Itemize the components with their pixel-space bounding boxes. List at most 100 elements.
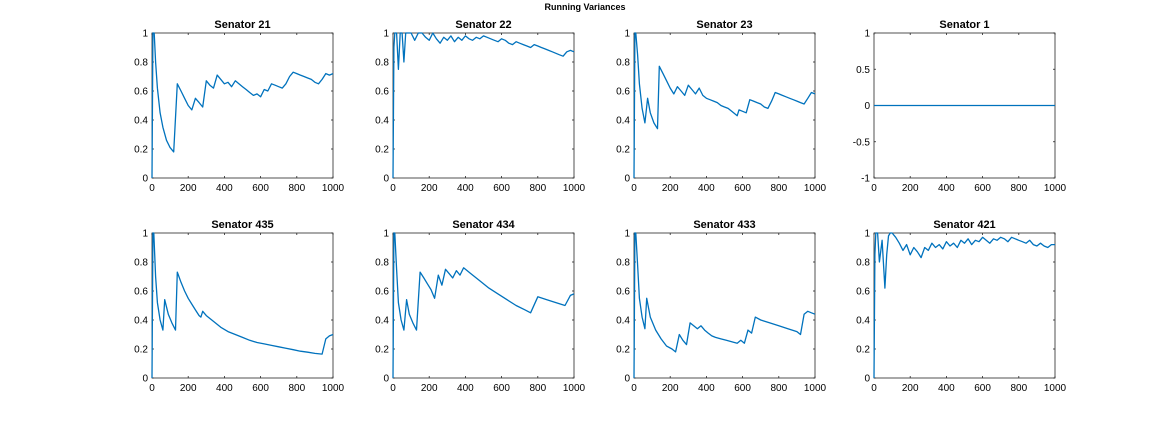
x-tick-label: 200 [180,183,197,194]
x-tick-label: 400 [457,183,474,194]
y-tick-label: 0 [864,374,870,385]
x-tick-label: 0 [871,383,877,394]
y-tick-label: 0.2 [134,145,148,156]
y-tick-label: 0.6 [616,287,630,298]
y-tick-label: 0 [624,374,630,385]
y-tick-label: 0.6 [134,287,148,298]
x-tick-label: 200 [662,383,679,394]
x-tick-label: 600 [493,183,510,194]
x-tick-label: 1000 [1044,383,1067,394]
x-tick-label: 800 [288,383,305,394]
series-line [633,232,816,379]
subplot-title: Senator 435 [211,219,273,231]
y-tick-label: 0.6 [856,287,870,298]
x-tick-label: 0 [149,383,155,394]
y-tick-label: 0.4 [134,116,148,127]
x-tick-label: 400 [216,383,233,394]
subplot-title: Senator 1 [939,19,989,31]
x-tick-label: 800 [529,383,546,394]
x-tick-label: 1000 [804,183,827,194]
y-tick-label: 1 [624,229,630,240]
subplot-title: Senator 23 [696,19,752,31]
x-tick-label: 0 [631,183,637,194]
y-tick-label: -1 [861,174,870,185]
y-tick-label: 1 [624,29,630,40]
axes-box [633,32,816,179]
subplot-title: Senator 434 [452,219,515,231]
subplot-6: Senator 434 0 200 400 600 800 1000 0 0.2 0.4 0.6 0.… [375,219,585,394]
y-tick-label: 0.4 [134,316,148,327]
x-tick-label: 200 [902,383,919,394]
series-line [392,232,575,379]
x-tick-label: 600 [734,183,751,194]
y-tick-label: 0.2 [856,345,870,356]
x-tick-label: 600 [252,383,269,394]
y-tick-label: 0.8 [375,58,389,69]
series-line [873,232,1055,379]
y-tick-label: 0.4 [375,316,389,327]
x-tick-label: 1000 [563,183,586,194]
y-tick-label: 0.8 [134,58,148,69]
x-tick-label: 400 [938,383,955,394]
x-tick-label: 400 [698,383,715,394]
y-tick-label: 0 [624,174,630,185]
x-tick-label: 0 [871,183,877,194]
y-tick-label: 0.8 [616,58,630,69]
axes-box [392,32,575,179]
x-tick-label: 1000 [322,383,345,394]
y-tick-label: 1 [864,29,870,40]
y-tick-label: 0.2 [616,145,630,156]
axes-box [151,232,334,379]
subplot-8: Senator 421 0 200 400 600 800 1000 0 0.2 0.4 0.6 0.… [856,219,1066,394]
y-tick-label: 1 [864,229,870,240]
axes-box [873,232,1056,379]
y-tick-label: 0.8 [134,258,148,269]
y-tick-label: 0.2 [375,345,389,356]
y-tick-label: 0.2 [375,145,389,156]
y-tick-label: 0.4 [375,116,389,127]
y-tick-label: 1 [142,229,148,240]
figure-title: Running Variances [544,2,625,12]
y-tick-label: 0.6 [134,87,148,98]
x-tick-label: 200 [902,183,919,194]
series-line [633,32,816,179]
x-tick-label: 400 [216,183,233,194]
subplot-title: Senator 433 [693,219,755,231]
x-tick-label: 0 [390,383,396,394]
subplot-title: Senator 421 [933,219,995,231]
axes-box [392,232,575,379]
subplot-4: Senator 1 0 200 400 600 800 1000 -1 -0.5 0 0.5 1 [853,19,1067,194]
x-tick-label: 200 [421,183,438,194]
x-tick-label: 400 [698,183,715,194]
axes-box [633,232,816,379]
subplot-5: Senator 435 0 200 400 600 800 1000 0 0.2 0.4 0.6 0.… [134,219,344,394]
y-tick-label: 0.4 [856,316,870,327]
y-tick-label: 0.6 [375,87,389,98]
y-tick-label: 1 [142,29,148,40]
series-line [151,232,334,379]
series-line [392,32,575,179]
x-tick-label: 800 [770,183,787,194]
series-line [151,32,334,179]
x-tick-label: 800 [288,183,305,194]
x-tick-label: 600 [974,383,991,394]
x-tick-label: 200 [421,383,438,394]
x-tick-label: 0 [149,183,155,194]
y-tick-label: 0.5 [856,65,870,76]
x-tick-label: 400 [938,183,955,194]
y-tick-label: 1 [383,229,389,240]
y-tick-label: 0 [383,174,389,185]
y-tick-label: 0.6 [616,87,630,98]
x-tick-label: 600 [734,383,751,394]
y-tick-label: 0.8 [375,258,389,269]
y-tick-label: 0.2 [134,345,148,356]
y-tick-label: 1 [383,29,389,40]
y-tick-label: -0.5 [853,137,871,148]
x-tick-label: 600 [974,183,991,194]
x-tick-label: 800 [770,383,787,394]
y-tick-label: 0.2 [616,345,630,356]
y-tick-label: 0 [864,101,870,112]
x-tick-label: 800 [529,183,546,194]
axes-box [151,32,334,179]
